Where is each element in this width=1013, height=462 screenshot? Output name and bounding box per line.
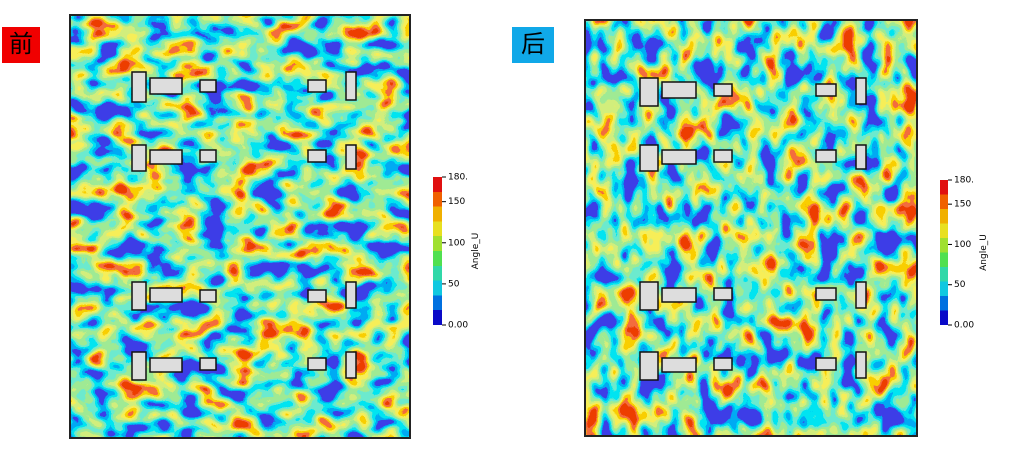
colorbar-title: Angle_U — [979, 234, 989, 271]
components — [131, 71, 357, 381]
plot-frame — [584, 19, 918, 437]
panel-label: 前 — [9, 30, 33, 58]
colorbar-tick-label: 100 — [954, 240, 971, 250]
components — [639, 77, 867, 381]
colorbar — [940, 180, 948, 325]
contour-plot — [585, 20, 917, 436]
contour-plot — [70, 15, 410, 438]
colorbar — [433, 177, 442, 325]
panel-label: 后 — [521, 30, 545, 58]
label-box — [2, 27, 40, 63]
colorbar-tick-label: 50 — [954, 280, 966, 290]
colorbar-title: Angle_U — [471, 233, 481, 270]
colorbar-tick-label: 0.00 — [954, 321, 974, 331]
colorbar-tick-label: 150 — [448, 197, 465, 207]
colorbar-tick-label: 150 — [954, 200, 971, 210]
colorbar-tick-label: 0.00 — [448, 321, 468, 331]
colorbar-tick-label: 100 — [448, 238, 465, 248]
colorbar-tick-label: 180. — [954, 176, 974, 186]
colorbar-tick-label: 180. — [448, 173, 468, 183]
plot-frame — [69, 14, 411, 439]
label-box — [512, 27, 554, 63]
colorbar-tick-label: 50 — [448, 279, 460, 289]
